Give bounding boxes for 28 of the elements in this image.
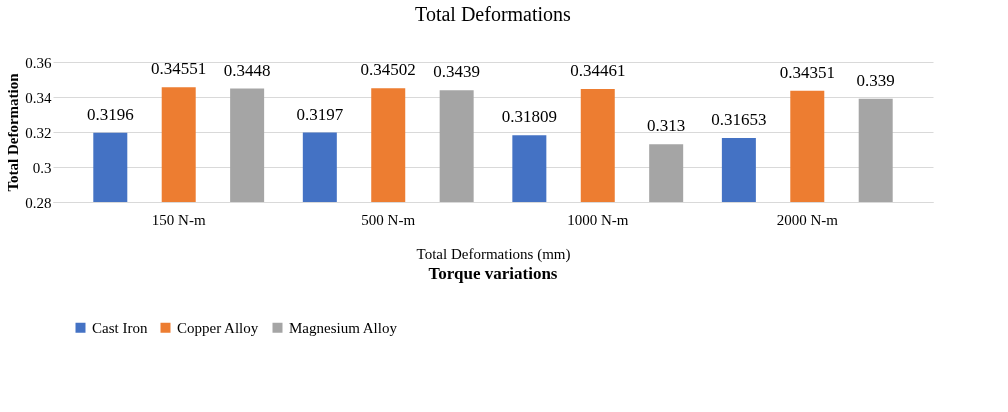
data-label: 0.3439 xyxy=(433,62,481,82)
data-label: 0.31653 xyxy=(711,110,767,130)
legend-label: Copper Alloy xyxy=(177,319,259,336)
legend-label: Magnesium Alloy xyxy=(289,319,398,336)
data-label: 0.34551 xyxy=(151,59,207,79)
data-label: 0.339 xyxy=(856,70,895,90)
y-tick-label: 0.28 xyxy=(25,194,52,211)
data-label: 0.313 xyxy=(647,116,686,136)
data-label: 0.34502 xyxy=(360,60,416,80)
y-tick-label: 0.32 xyxy=(25,124,52,141)
text: Total Deformations (mm) xyxy=(416,245,571,263)
data-label: 0.3448 xyxy=(223,60,271,80)
x-tick-label: 1000 N-m xyxy=(567,211,629,228)
data-label: 0.34461 xyxy=(570,60,626,80)
data-label: 0.31809 xyxy=(501,107,557,127)
chart-title: Total Deformations xyxy=(415,3,572,25)
x-tick-label: 2000 N-m xyxy=(776,211,839,228)
data-label: 0.34351 xyxy=(779,62,835,82)
y-tick-label: 0.36 xyxy=(25,54,52,71)
y-tick-label: 0.3 xyxy=(32,159,52,176)
data-label: 0.3197 xyxy=(296,104,344,124)
x-axis-title: Torque variations xyxy=(428,264,558,283)
y-axis-title: Total Deformation xyxy=(5,72,22,192)
x-tick-label: 150 N-m xyxy=(151,211,206,228)
y-tick-label: 0.34 xyxy=(25,89,52,106)
x-tick-label: 500 N-m xyxy=(361,211,416,228)
data-label: 0.3196 xyxy=(86,104,134,124)
legend-label: Cast Iron xyxy=(92,319,148,336)
